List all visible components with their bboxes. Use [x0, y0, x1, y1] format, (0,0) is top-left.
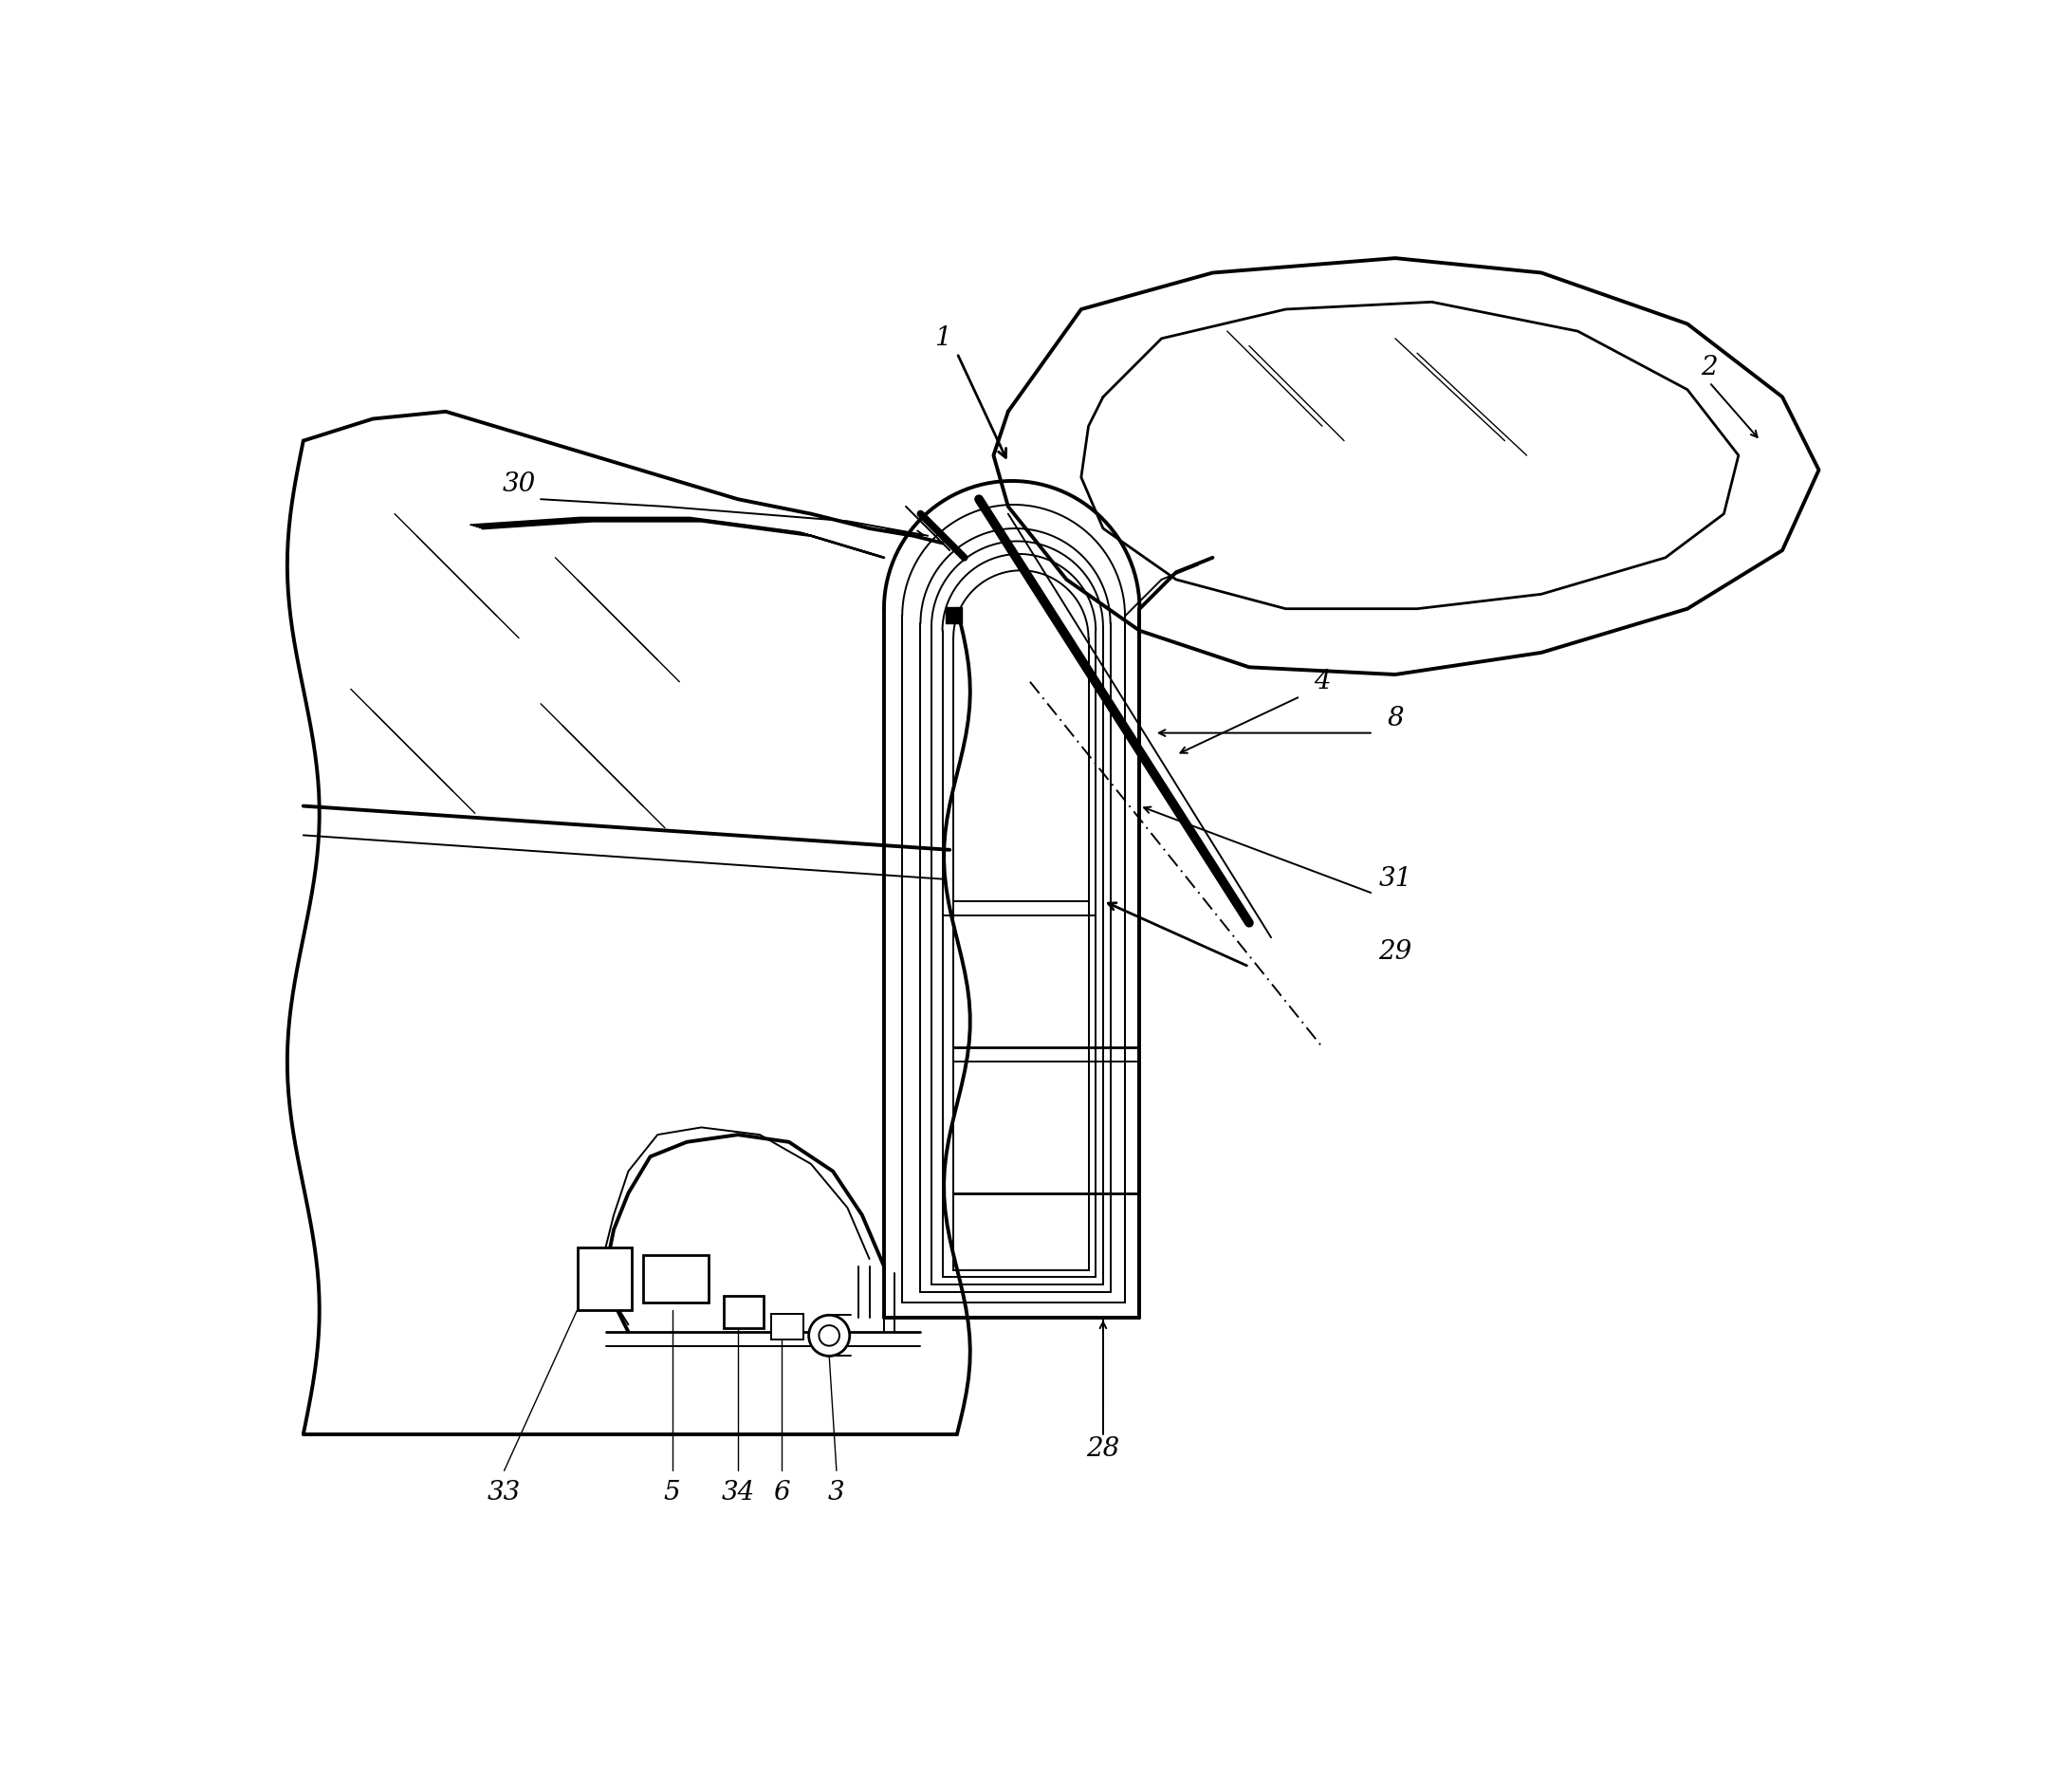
Text: 2: 2 [1701, 355, 1717, 380]
Text: 29: 29 [1379, 939, 1412, 964]
Bar [945, 607, 962, 624]
Text: 3: 3 [828, 1480, 844, 1505]
Text: 6: 6 [774, 1480, 791, 1505]
Bar [770, 1314, 803, 1339]
Text: 5: 5 [665, 1480, 681, 1505]
Circle shape [819, 1326, 840, 1346]
Text: 30: 30 [502, 471, 535, 498]
Text: 28: 28 [1086, 1435, 1121, 1462]
Text: 8: 8 [1387, 706, 1404, 731]
Bar [644, 1254, 708, 1303]
Bar [722, 1296, 764, 1328]
Bar [578, 1247, 632, 1310]
Text: 34: 34 [720, 1480, 755, 1505]
Text: 1: 1 [935, 326, 952, 351]
Text: 4: 4 [1315, 668, 1331, 695]
Text: 33: 33 [487, 1480, 520, 1505]
Circle shape [809, 1315, 850, 1357]
Text: 31: 31 [1379, 866, 1412, 892]
